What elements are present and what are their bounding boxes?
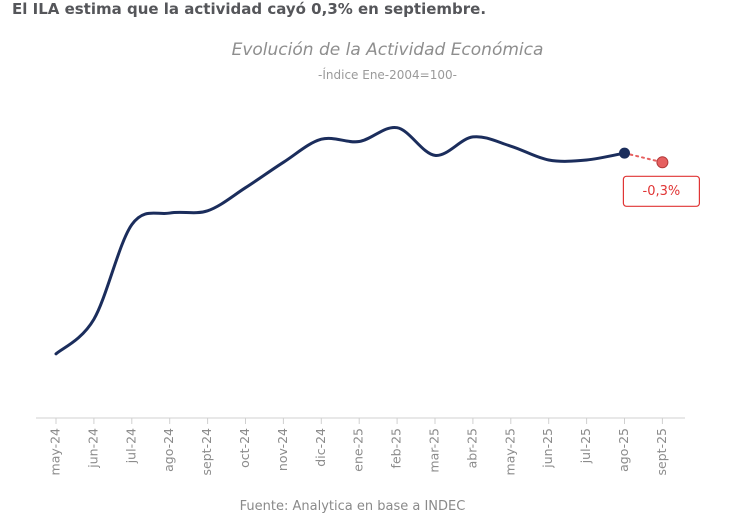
x-tick-label-ago-25: ago-25	[616, 428, 631, 472]
last-observed-point	[619, 147, 630, 159]
x-tick-label-nov-24: nov-24	[275, 428, 290, 471]
x-tick-label-oct-24: oct-24	[237, 428, 252, 468]
chart-subtitle: -Índice Ene-2004=100-	[318, 68, 457, 82]
series-line-estimate	[623, 152, 664, 164]
x-tick-label-sept-24: sept-24	[199, 428, 214, 476]
change-callout-label: -0,3%	[643, 184, 681, 199]
source-note: Fuente: Analytica en base a INDEC	[239, 499, 466, 514]
x-tick-label-jun-24: jun-24	[85, 428, 100, 469]
x-tick-label-may-24: may-24	[48, 428, 63, 475]
x-tick-label-may-25: may-25	[502, 428, 517, 475]
x-tick-label-jun-25: jun-25	[540, 428, 555, 469]
series-line-observed	[54, 126, 626, 356]
x-tick-label-abr-25: abr-25	[464, 428, 479, 468]
x-tick-label-jul-24: jul-24	[123, 428, 138, 464]
headline: El ILA estima que la actividad cayó 0,3%…	[12, 0, 487, 18]
x-axis-ticks	[55, 418, 663, 424]
x-tick-label-ene-25: ene-25	[351, 428, 366, 472]
x-tick-label-sept-25: sept-25	[654, 428, 669, 475]
x-axis-labels: may-24 jun-24 jul-24 ago-24 sept-24 oct-24 nov…	[48, 428, 669, 476]
x-tick-label-feb-25: feb-25	[389, 428, 404, 468]
x-tick-label-jul-25: jul-25	[578, 428, 593, 464]
x-tick-label-dic-24: dic-24	[313, 428, 328, 467]
change-callout-box	[622, 175, 701, 207]
x-tick-label-ago-24: ago-24	[161, 428, 176, 472]
estimate-point	[656, 156, 669, 169]
chart-title: Evolución de la Actividad Económica	[231, 40, 544, 60]
x-tick-label-mar-25: mar-25	[427, 428, 442, 473]
